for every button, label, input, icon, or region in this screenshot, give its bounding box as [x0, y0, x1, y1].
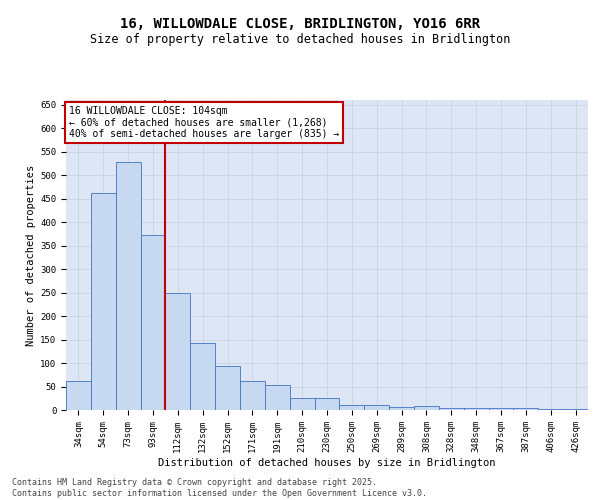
- Text: Size of property relative to detached houses in Bridlington: Size of property relative to detached ho…: [90, 32, 510, 46]
- Bar: [215, 366, 240, 410]
- Bar: [563, 409, 588, 410]
- Bar: [464, 408, 488, 410]
- Bar: [314, 398, 340, 410]
- Bar: [538, 408, 563, 410]
- Text: 16, WILLOWDALE CLOSE, BRIDLINGTON, YO16 6RR: 16, WILLOWDALE CLOSE, BRIDLINGTON, YO16 …: [120, 18, 480, 32]
- Bar: [514, 408, 538, 410]
- Bar: [116, 162, 140, 410]
- Bar: [389, 407, 414, 410]
- Text: 16 WILLOWDALE CLOSE: 104sqm
← 60% of detached houses are smaller (1,268)
40% of : 16 WILLOWDALE CLOSE: 104sqm ← 60% of det…: [68, 106, 339, 140]
- Bar: [414, 406, 439, 410]
- Bar: [240, 381, 265, 410]
- Bar: [439, 408, 464, 410]
- Y-axis label: Number of detached properties: Number of detached properties: [26, 164, 36, 346]
- Bar: [190, 344, 215, 410]
- Bar: [140, 236, 166, 410]
- Text: Contains HM Land Registry data © Crown copyright and database right 2025.
Contai: Contains HM Land Registry data © Crown c…: [12, 478, 427, 498]
- Bar: [364, 405, 389, 410]
- Bar: [265, 385, 290, 410]
- Bar: [91, 192, 116, 410]
- Bar: [290, 398, 314, 410]
- Bar: [66, 381, 91, 410]
- X-axis label: Distribution of detached houses by size in Bridlington: Distribution of detached houses by size …: [158, 458, 496, 468]
- Bar: [488, 408, 514, 410]
- Bar: [166, 292, 190, 410]
- Bar: [340, 406, 364, 410]
